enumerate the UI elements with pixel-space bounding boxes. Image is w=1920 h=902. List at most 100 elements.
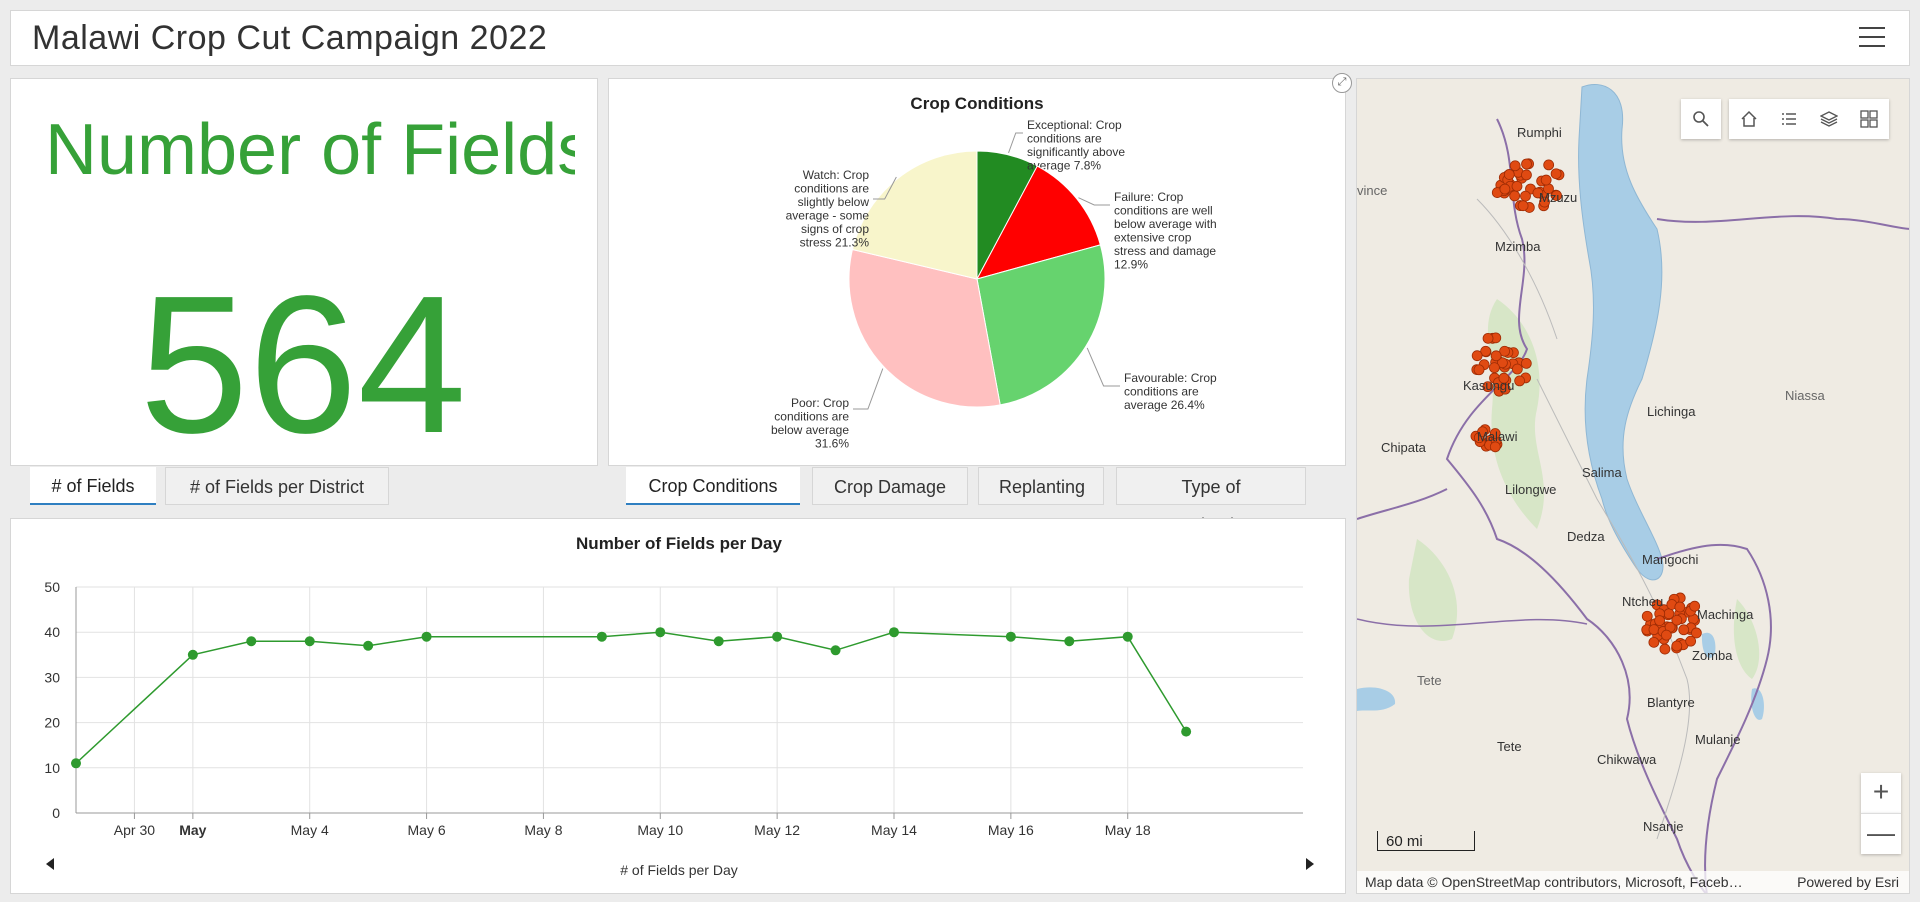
field-point[interactable] [1551, 190, 1562, 201]
zoom-in-button[interactable]: + [1861, 773, 1901, 813]
field-point[interactable] [1509, 190, 1521, 202]
field-point[interactable] [1473, 364, 1485, 376]
pie-slice[interactable] [848, 248, 1001, 408]
pie-data-label: Poor: Crop conditions are below average 31.… [771, 396, 849, 451]
data-point[interactable] [421, 631, 432, 642]
map-labels: Rumphi Mzuzu Mzimba Kasungu Malawi Chipa… [1357, 125, 1826, 834]
road [1476, 198, 1558, 340]
field-point[interactable] [1499, 345, 1511, 357]
field-point[interactable] [1471, 350, 1483, 362]
tab-crop-damage[interactable]: Crop Damage [812, 467, 968, 505]
pie-data-label: Exceptional: Crop conditions are significa… [1027, 118, 1125, 173]
field-point[interactable] [1648, 624, 1660, 636]
tab-num-fields[interactable]: # of Fields [30, 467, 156, 505]
field-point[interactable] [1671, 614, 1683, 626]
field-point[interactable] [1497, 357, 1508, 369]
data-point[interactable] [830, 645, 841, 656]
home-icon[interactable] [1729, 99, 1769, 139]
data-point[interactable] [889, 627, 899, 638]
zoom-out-button[interactable]: — [1861, 813, 1901, 854]
pie-data-label: Watch: Crop conditions are slightly below a… [786, 168, 870, 250]
maximize-icon[interactable]: ⤢ [1332, 73, 1352, 93]
field-point[interactable] [1514, 375, 1526, 387]
map-label: Tete [1497, 739, 1522, 754]
data-point[interactable] [1064, 636, 1075, 647]
field-point[interactable] [1489, 428, 1501, 439]
field-point[interactable] [1689, 600, 1701, 612]
field-point[interactable] [1477, 426, 1488, 438]
map-view[interactable]: Rumphi Mzuzu Mzimba Kasungu Malawi Chipa… [1356, 78, 1910, 894]
field-point[interactable] [1654, 615, 1666, 627]
powered-by-esri[interactable]: Powered by Esri [1797, 874, 1899, 890]
field-point[interactable] [1543, 159, 1555, 171]
field-point[interactable] [1648, 636, 1660, 648]
data-point[interactable] [246, 636, 257, 647]
field-point[interactable] [1678, 624, 1690, 636]
data-point[interactable] [304, 636, 315, 647]
field-point[interactable] [1532, 187, 1544, 199]
field-point[interactable] [1489, 441, 1501, 453]
field-point[interactable] [1550, 168, 1562, 180]
tab-type-of-replanting[interactable]: Type of Replanting [1116, 467, 1306, 535]
indicator-value: 564 [139, 255, 467, 474]
data-point[interactable] [655, 627, 666, 638]
field-point[interactable] [1521, 169, 1532, 181]
field-point[interactable] [1659, 643, 1671, 655]
field-point[interactable] [1641, 610, 1653, 622]
basemap-gallery-icon[interactable] [1849, 99, 1889, 139]
pie-slice[interactable] [851, 150, 978, 280]
field-point[interactable] [1498, 372, 1510, 384]
data-point[interactable] [71, 758, 81, 769]
map-label: vince [1357, 183, 1387, 198]
field-point[interactable] [1482, 381, 1494, 393]
field-point[interactable] [1661, 629, 1672, 641]
field-point[interactable] [1503, 169, 1515, 180]
field-point[interactable] [1480, 345, 1492, 357]
field-point[interactable] [1521, 158, 1532, 170]
tab-replanting[interactable]: Replanting [978, 467, 1104, 505]
legend-icon[interactable] [1769, 99, 1809, 139]
data-point[interactable] [363, 640, 374, 651]
field-point[interactable] [1540, 174, 1552, 186]
field-point[interactable] [1482, 332, 1494, 344]
field-point[interactable] [1520, 190, 1531, 202]
cahora-bassa-lake [1357, 687, 1396, 711]
field-point[interactable] [1517, 200, 1529, 212]
map-terrain [1733, 599, 1760, 679]
hamburger-menu-icon[interactable] [1859, 27, 1885, 49]
pie-slice[interactable] [976, 165, 1101, 280]
tab-crop-conditions[interactable]: Crop Conditions [626, 467, 800, 505]
data-point[interactable] [1181, 726, 1192, 737]
scroll-right-arrow-icon[interactable] [1306, 858, 1314, 870]
field-point[interactable] [1671, 640, 1683, 652]
chart-scroll-label: # of Fields per Day [620, 862, 738, 878]
data-point[interactable] [596, 631, 607, 642]
search-icon[interactable] [1681, 99, 1721, 139]
field-point[interactable] [1499, 383, 1511, 395]
field-point[interactable] [1690, 627, 1702, 639]
field-points-layer[interactable] [1470, 158, 1702, 655]
data-point[interactable] [713, 636, 724, 647]
map-attribution: Map data © OpenStreetMap contributors, M… [1357, 871, 1909, 893]
field-point[interactable] [1490, 350, 1502, 362]
field-point[interactable] [1539, 196, 1550, 208]
field-point[interactable] [1520, 357, 1532, 369]
scroll-left-arrow-icon[interactable] [46, 858, 54, 870]
data-point[interactable] [1005, 631, 1016, 642]
field-point[interactable] [1685, 635, 1697, 647]
attribution-text[interactable]: Map data © OpenStreetMap contributors, M… [1365, 874, 1743, 890]
field-point[interactable] [1489, 362, 1500, 374]
data-point[interactable] [1122, 631, 1133, 642]
data-point[interactable] [187, 649, 198, 660]
map-label: Niassa [1785, 388, 1826, 403]
data-point[interactable] [772, 631, 783, 642]
field-point[interactable] [1509, 160, 1521, 172]
pie-slice[interactable] [976, 244, 1106, 406]
field-point[interactable] [1499, 183, 1511, 195]
field-point[interactable] [1511, 180, 1523, 192]
field-point[interactable] [1511, 363, 1523, 375]
field-point[interactable] [1674, 601, 1686, 613]
layers-icon[interactable] [1809, 99, 1849, 139]
map-label: Lilongwe [1505, 482, 1556, 497]
tab-fields-per-district[interactable]: # of Fields per District [165, 467, 389, 505]
